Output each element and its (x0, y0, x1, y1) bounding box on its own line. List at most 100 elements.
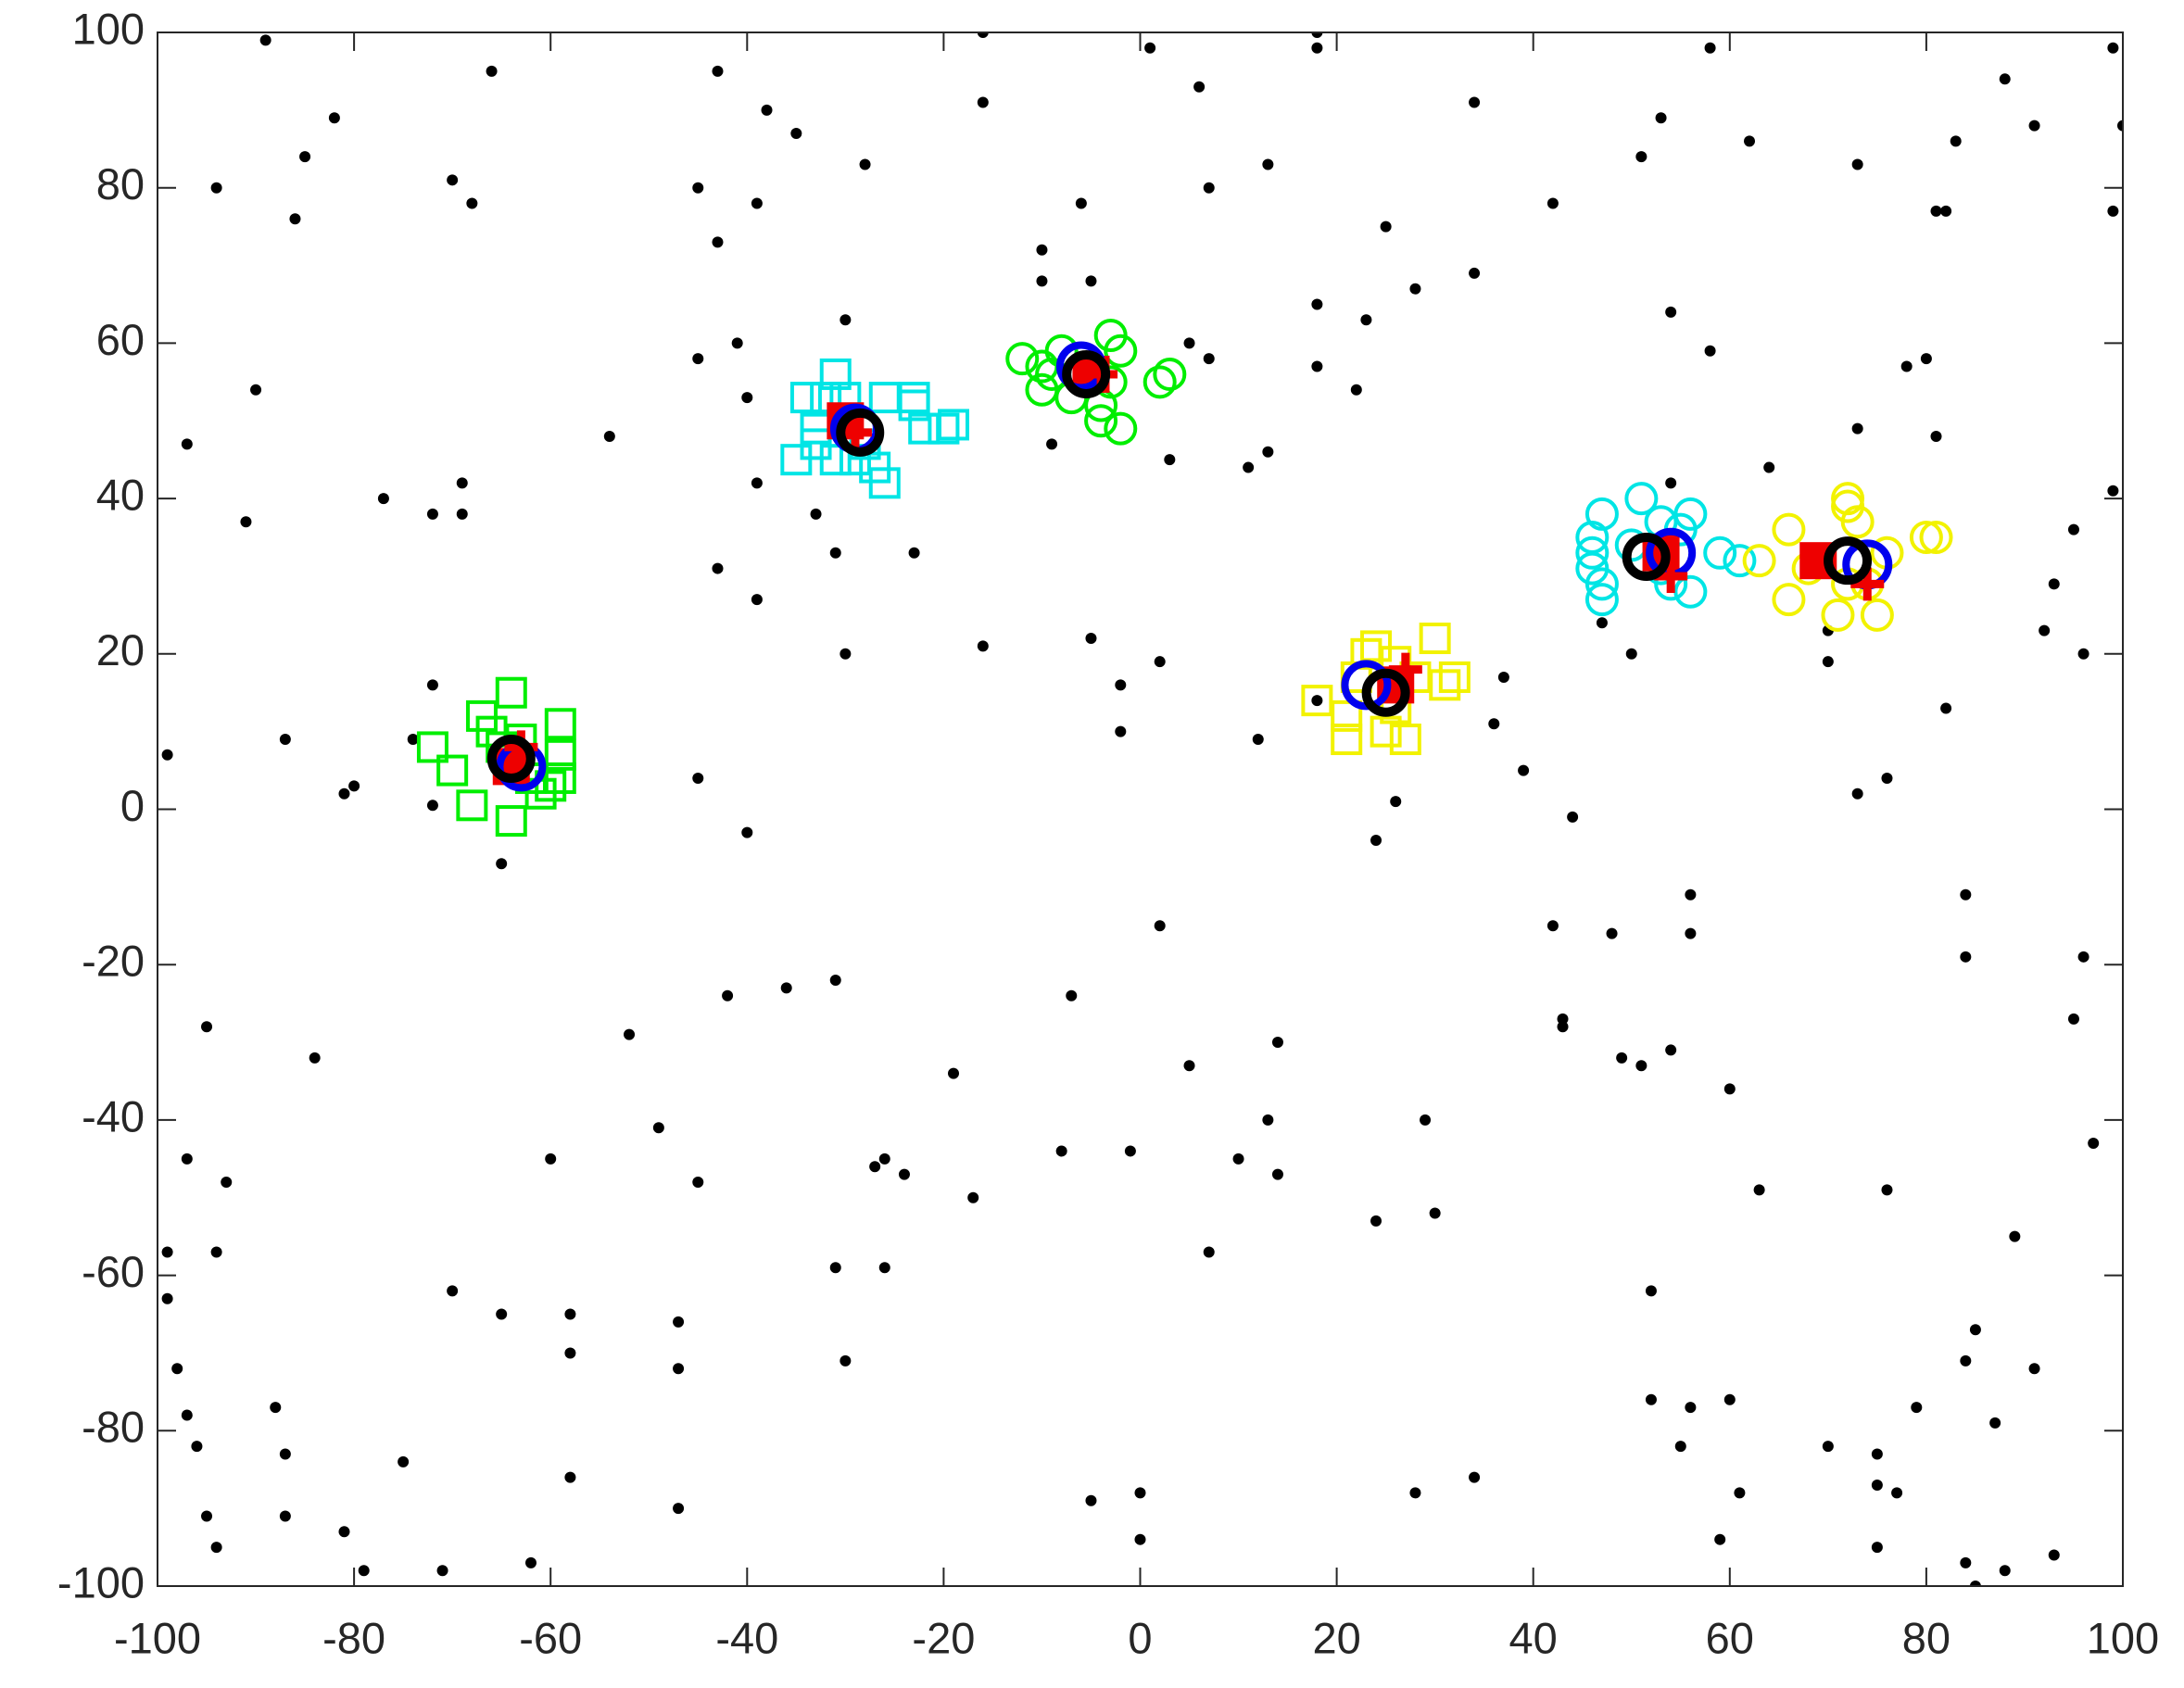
point (1154, 920, 1166, 932)
point (790, 128, 802, 140)
point (1900, 360, 1913, 372)
center-ring (1824, 536, 1873, 586)
point (161, 1292, 173, 1304)
point (564, 1347, 576, 1359)
point (1164, 454, 1176, 466)
point (259, 34, 271, 46)
point (878, 1262, 890, 1274)
point (1871, 1479, 1883, 1491)
point (338, 1526, 350, 1538)
point (436, 1565, 448, 1577)
point (741, 392, 753, 404)
point (2077, 648, 2089, 660)
point (1871, 1448, 1883, 1460)
point (299, 151, 311, 163)
point (1930, 205, 1942, 217)
point (447, 174, 459, 186)
point (456, 477, 468, 489)
circle-marker (1840, 505, 1875, 539)
point (1036, 244, 1048, 256)
circle-marker (1703, 535, 1737, 570)
point (780, 982, 792, 994)
square-marker (436, 754, 469, 787)
point (1685, 1402, 1697, 1414)
circle-marker (1575, 535, 1610, 570)
point (1714, 1533, 1726, 1545)
point (1409, 283, 1421, 295)
square-marker (456, 789, 488, 822)
point (1999, 1565, 2011, 1577)
point (761, 104, 773, 116)
point (1999, 73, 2011, 85)
point (977, 640, 989, 652)
square-marker (898, 389, 930, 422)
point (1469, 96, 1481, 108)
y-tick-label: 20 (96, 625, 145, 674)
point (398, 1455, 410, 1468)
point (722, 989, 734, 1001)
point (1036, 275, 1048, 287)
x-tick-label: -40 (715, 1613, 778, 1662)
point (2048, 1549, 2060, 1561)
y-tick-label: 80 (96, 159, 145, 208)
plot-area (161, 32, 2123, 1586)
point (1911, 1402, 1923, 1414)
point (1380, 220, 1392, 233)
point (545, 1153, 557, 1165)
point (1685, 888, 1697, 901)
point (1596, 617, 1608, 629)
point (1193, 81, 1206, 93)
y-tick-label: 60 (96, 315, 145, 364)
square-marker (819, 358, 852, 390)
point (1243, 461, 1255, 473)
square-marker (1438, 661, 1471, 693)
point (1546, 920, 1559, 932)
point (1567, 811, 1579, 823)
point (524, 1556, 537, 1568)
point (1183, 337, 1195, 349)
point (741, 826, 753, 838)
x-tick-label: 40 (1509, 1613, 1558, 1662)
point (898, 1168, 910, 1180)
point (1851, 158, 1863, 170)
point (751, 594, 763, 606)
circle-marker (1772, 512, 1806, 547)
center-ring (1622, 532, 1671, 581)
point (1203, 182, 1215, 194)
point (1655, 112, 1667, 124)
center-ring (836, 408, 885, 457)
circle-marker (1153, 357, 1187, 391)
point (289, 213, 301, 225)
point (279, 1448, 291, 1460)
point (191, 1441, 203, 1453)
point (279, 734, 291, 746)
y-tick-label: -20 (82, 937, 145, 986)
point (1665, 1044, 1677, 1056)
x-tick-label: 80 (1902, 1613, 1950, 1662)
point (1203, 1246, 1215, 1258)
x-tick-label: -20 (912, 1613, 975, 1662)
point (1891, 1487, 1903, 1499)
point (673, 1316, 685, 1328)
point (1066, 989, 1078, 1001)
point (279, 1510, 291, 1522)
point (1665, 306, 1677, 318)
circle-marker (1624, 482, 1659, 516)
y-tick-label: -40 (82, 1091, 145, 1140)
point (2107, 205, 2119, 217)
point (210, 1542, 222, 1554)
point (1154, 656, 1166, 668)
point (1881, 772, 1893, 784)
point (328, 112, 340, 124)
point (1311, 32, 1323, 38)
point (1546, 197, 1559, 209)
point (1262, 1114, 1274, 1126)
circle-marker (1584, 583, 1619, 617)
point (1429, 1207, 1441, 1219)
square-marker (416, 731, 448, 763)
center-ring (1361, 668, 1410, 717)
point (712, 65, 724, 77)
circle-marker (1742, 544, 1776, 578)
circle-marker (1005, 342, 1040, 376)
